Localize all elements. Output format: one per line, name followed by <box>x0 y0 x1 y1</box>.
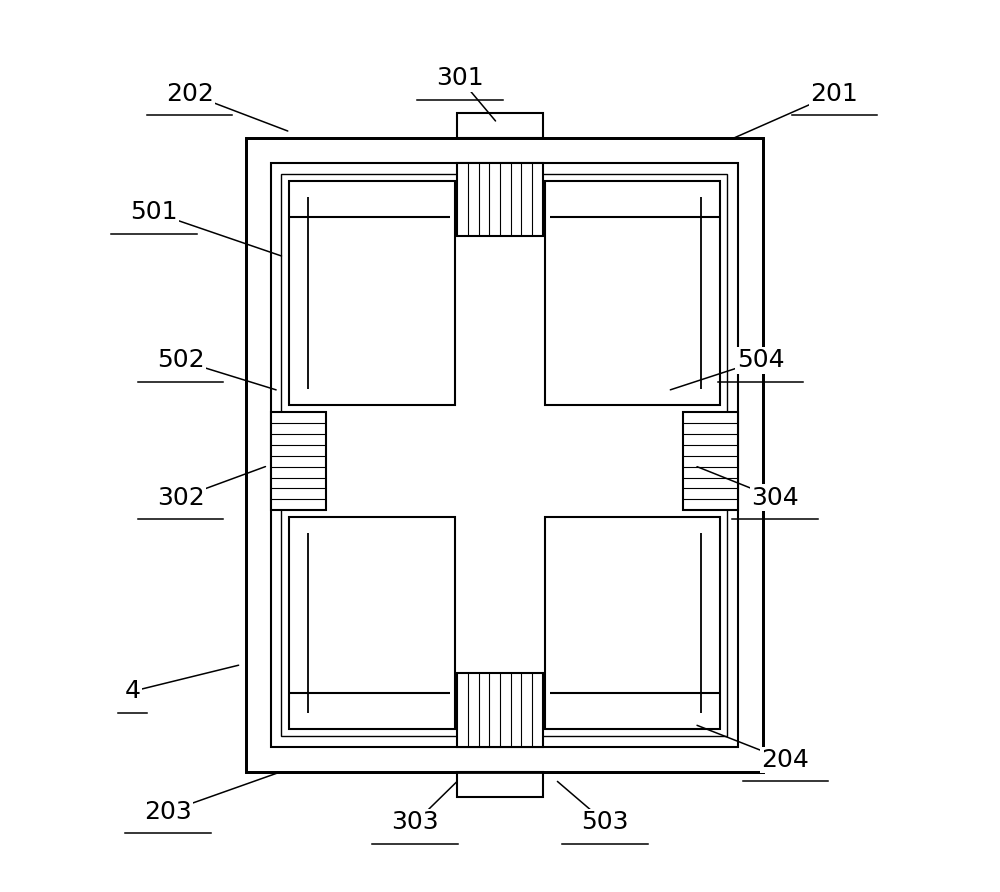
Text: 501: 501 <box>130 201 178 224</box>
Bar <box>545 181 720 405</box>
Bar <box>457 772 543 797</box>
Bar <box>246 138 763 772</box>
Text: 202: 202 <box>166 82 214 105</box>
Bar <box>289 517 455 729</box>
Bar <box>683 412 738 510</box>
Text: 204: 204 <box>762 748 809 772</box>
Bar <box>271 163 738 747</box>
Text: 301: 301 <box>436 67 484 90</box>
Bar <box>457 163 543 236</box>
Bar <box>289 181 455 405</box>
Text: 4: 4 <box>124 680 140 703</box>
Text: 303: 303 <box>391 811 439 834</box>
Text: 502: 502 <box>157 349 204 372</box>
Text: 304: 304 <box>751 486 799 509</box>
Bar <box>463 163 537 747</box>
Bar <box>271 412 326 510</box>
Bar <box>457 113 543 138</box>
Bar <box>457 673 543 747</box>
Bar <box>271 412 738 510</box>
Bar <box>281 174 727 736</box>
Text: 201: 201 <box>811 82 858 105</box>
Bar <box>246 138 763 772</box>
Bar <box>545 517 720 729</box>
Text: 302: 302 <box>157 486 205 509</box>
Text: 503: 503 <box>582 811 629 834</box>
Text: 504: 504 <box>737 349 784 372</box>
Text: 203: 203 <box>144 800 192 823</box>
